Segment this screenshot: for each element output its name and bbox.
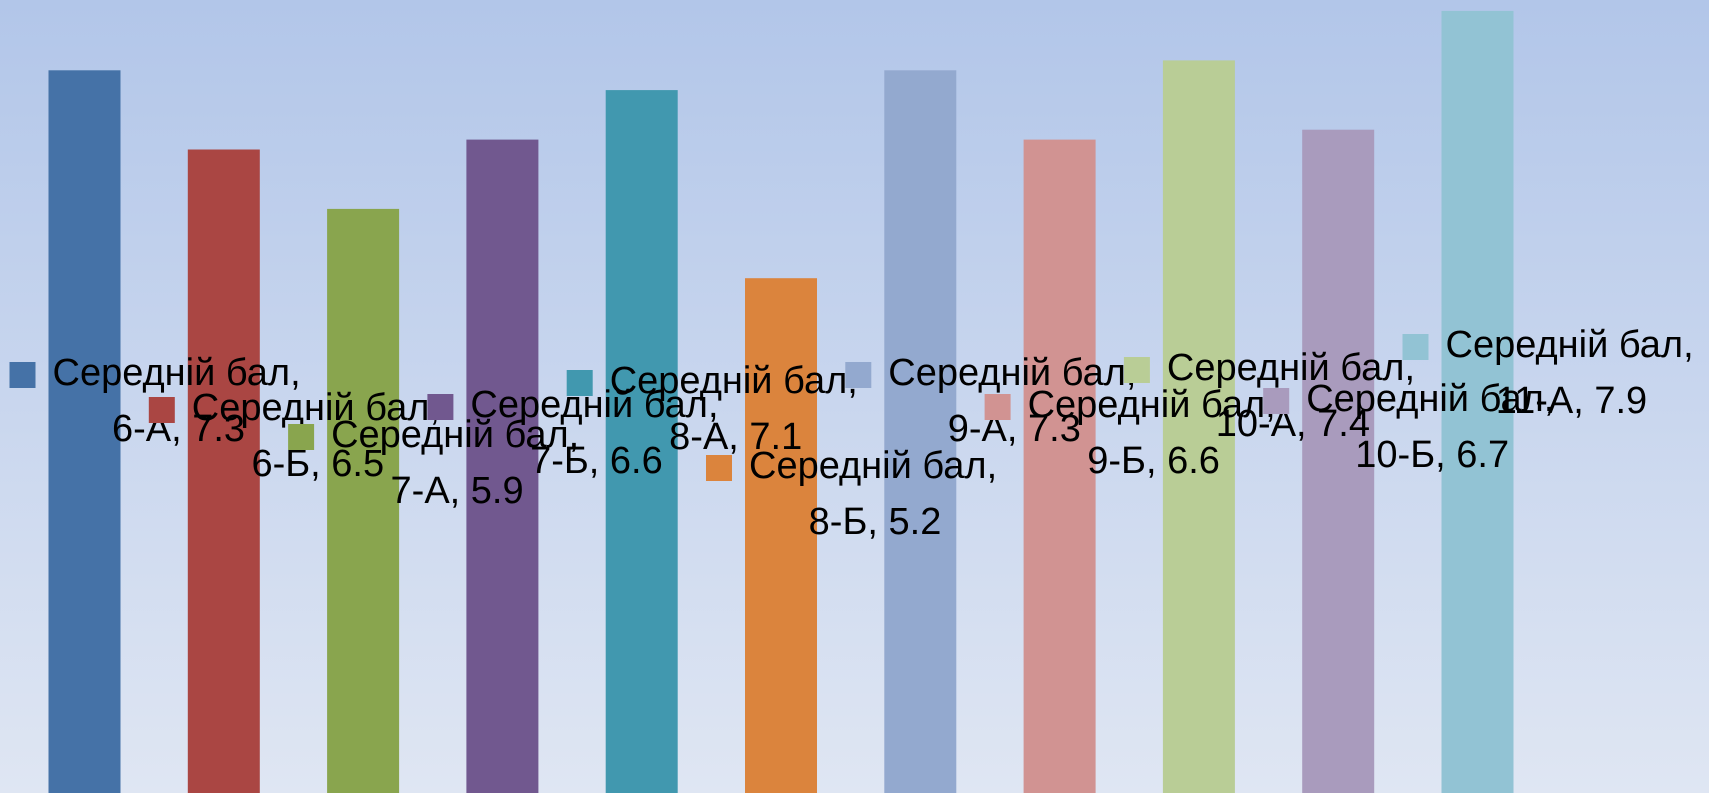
- data-label-line: Середній бал,: [1446, 324, 1694, 366]
- data-label-line: 11-А, 7.9: [1496, 380, 1647, 422]
- data-label: Середній бал, 10-А, 7.4: [1167, 347, 1415, 445]
- legend-key: [1263, 388, 1290, 414]
- bar: [1023, 139, 1096, 793]
- data-label: Середній бал, 10-Б, 6.7: [1306, 378, 1554, 476]
- data-label-line: 9-А, 7.3: [948, 408, 1081, 450]
- data-label: Середній бал, 6-Б, 6.5: [192, 387, 440, 485]
- data-label: Середній бал, 9-А, 7.3: [888, 352, 1136, 450]
- data-label-line: 7-Б, 6.6: [530, 440, 663, 482]
- data-label: Середній бал, 7-Б, 6.6: [470, 384, 718, 482]
- bar: [187, 149, 260, 793]
- data-label-line: Середній бал,: [610, 360, 858, 402]
- data-label-line: 7-А, 5.9: [391, 470, 524, 512]
- bar: [1162, 60, 1235, 793]
- bar: [466, 139, 539, 793]
- legend-key: [1123, 357, 1150, 383]
- bar: [605, 90, 678, 793]
- legend-key: [1402, 334, 1429, 360]
- data-label-line: 8-Б, 5.2: [809, 501, 942, 543]
- data-label-line: Середній бал,: [888, 352, 1136, 394]
- legend-key: [148, 397, 175, 423]
- legend-key: [288, 424, 315, 450]
- data-label-line: Середній бал,: [1028, 384, 1276, 426]
- data-label-line: 10-Б, 6.7: [1355, 434, 1509, 476]
- data-label-line: Середній бал,: [749, 445, 997, 487]
- data-label: Середній бал, 8-Б, 5.2: [749, 445, 997, 543]
- legend-key: [845, 362, 872, 388]
- data-label-line: Середній бал,: [470, 384, 718, 426]
- data-label-line: Середній бал,: [331, 414, 579, 456]
- data-label-line: Середній бал,: [192, 387, 440, 429]
- bar: [1302, 129, 1375, 793]
- data-label: Середній бал, 9-Б, 6.6: [1028, 384, 1276, 482]
- data-label-line: 6-Б, 6.5: [251, 443, 384, 485]
- legend-key: [9, 362, 36, 388]
- data-label-line: 6-А, 7.3: [112, 408, 245, 450]
- legend-key: [984, 394, 1011, 420]
- data-label: Середній бал, 7-А, 5.9: [331, 414, 579, 512]
- bar: [884, 70, 957, 793]
- data-label-line: 10-А, 7.4: [1216, 403, 1370, 445]
- bar: [745, 278, 817, 793]
- data-label-line: Середній бал,: [1167, 347, 1415, 389]
- data-label: Середній бал, 8-А, 7.1: [610, 360, 858, 458]
- legend-key: [427, 394, 454, 420]
- bar: [327, 208, 400, 793]
- data-label-line: Середній бал,: [1306, 378, 1554, 420]
- bar: [1441, 10, 1514, 793]
- data-label: Середній бал, 6-А, 7.3: [53, 352, 301, 450]
- legend-key: [566, 370, 593, 396]
- data-label-line: 8-А, 7.1: [669, 416, 802, 458]
- bar: [48, 70, 121, 793]
- data-label-line: Середній бал,: [53, 352, 301, 394]
- data-label-line: 9-Б, 6.6: [1087, 440, 1220, 482]
- data-label: Середній бал, 11-А, 7.9: [1446, 324, 1694, 422]
- bars: [48, 10, 1514, 793]
- legend-key: [706, 455, 732, 481]
